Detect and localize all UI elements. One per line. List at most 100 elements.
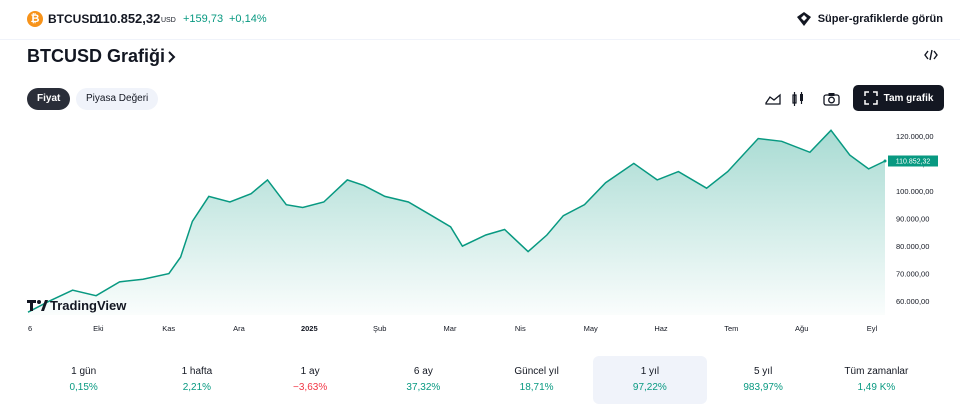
price-point: [71, 289, 74, 292]
x-tick-label: Eki: [93, 324, 104, 333]
chart-title-link[interactable]: BTCUSD Grafiği: [27, 46, 177, 67]
tab-price[interactable]: Fiyat: [27, 88, 71, 110]
price-point: [228, 201, 231, 204]
price-change: +159,73: [183, 13, 224, 25]
period-value: 0,15%: [69, 382, 98, 393]
tradingview-logo[interactable]: TradingView: [27, 298, 127, 313]
price-point: [632, 162, 635, 165]
price-change-percent: +0,14%: [229, 13, 267, 25]
embed-code-button[interactable]: [924, 49, 938, 64]
candles-button[interactable]: [786, 88, 810, 110]
x-tick-label: 2025: [301, 324, 318, 333]
x-tick-label: Mar: [444, 324, 457, 333]
period-value: −3,63%: [293, 382, 328, 393]
period-value: 18,71%: [519, 382, 554, 393]
code-icon: [924, 49, 938, 61]
price-point: [677, 170, 680, 173]
price-point: [808, 151, 811, 154]
price-point: [545, 234, 548, 237]
last-price-badge: [888, 155, 938, 167]
y-tick-label: 100.000,00: [896, 187, 934, 196]
price-point: [562, 214, 565, 217]
price-area: [28, 130, 885, 315]
price-point: [207, 195, 210, 198]
period-1m[interactable]: 1 ay −3,63%: [254, 356, 367, 404]
area-chart-icon: [765, 93, 781, 105]
full-chart-label: Tam grafik: [883, 92, 934, 104]
ticker-bar: ₿ BTCUSD 110.852,32 USD +159,73 +0,14% S…: [0, 0, 960, 40]
price-point: [95, 294, 98, 297]
current-price: 110.852,32: [96, 11, 161, 26]
period-label: Tüm zamanlar: [844, 366, 909, 377]
price-point: [383, 195, 386, 198]
price-point: [250, 192, 253, 195]
period-value: 1,49 K%: [857, 382, 896, 393]
price-point: [757, 137, 760, 140]
period-label: 1 gün: [71, 366, 97, 377]
chevron-right-icon: [168, 50, 176, 63]
price-point: [430, 214, 433, 217]
period-5y[interactable]: 5 yıl 983,97%: [707, 356, 820, 404]
price-point: [167, 272, 170, 275]
price-point: [726, 170, 729, 173]
price-point: [118, 280, 121, 283]
period-label: 5 yıl: [753, 366, 773, 377]
x-tick-label: Ara: [233, 324, 246, 333]
period-label: 1 hafta: [181, 366, 213, 377]
period-1d[interactable]: 1 gün 0,15%: [27, 356, 140, 404]
price-point: [656, 178, 659, 181]
watermark-text: TradingView: [50, 298, 127, 313]
x-tick-label: Şub: [373, 324, 386, 333]
super-charts-link[interactable]: Süper-grafiklerde görün: [796, 11, 943, 27]
tab-market-cap[interactable]: Piyasa Değeri: [76, 88, 159, 110]
x-tick-label: May: [584, 324, 598, 333]
price-point: [179, 256, 182, 259]
price-point: [362, 184, 365, 187]
y-tick-label: 70.000,00: [896, 270, 929, 279]
price-point: [503, 228, 506, 231]
price-point: [266, 178, 269, 181]
period-label: Güncel yıl: [514, 366, 559, 377]
period-ytd[interactable]: Güncel yıl 18,71%: [480, 356, 593, 404]
price-point: [449, 225, 452, 228]
candles-icon: [792, 92, 803, 106]
period-label: 1 yıl: [640, 366, 660, 377]
y-tick-label: 120.000,00: [896, 132, 934, 141]
period-all[interactable]: Tüm zamanlar 1,49 K%: [820, 356, 933, 404]
period-label: 6 ay: [413, 366, 433, 377]
period-value: 2,21%: [182, 382, 212, 393]
y-tick-label: 60.000,00: [896, 297, 929, 306]
symbol-name[interactable]: BTCUSD: [48, 12, 98, 26]
price-point: [527, 250, 530, 253]
tradingview-icon: [27, 300, 48, 311]
price-point: [705, 187, 708, 190]
x-tick-label: Eyl: [867, 324, 878, 333]
fullscreen-icon: [863, 91, 878, 105]
area-chart-button[interactable]: [761, 88, 785, 110]
page-title: BTCUSD Grafiği: [27, 46, 166, 66]
price-point: [322, 201, 325, 204]
price-point: [407, 201, 410, 204]
period-value: 983,97%: [743, 382, 783, 393]
price-line: [27, 129, 886, 313]
price-point: [285, 203, 288, 206]
price-point: [848, 154, 851, 157]
period-1y[interactable]: 1 yıl 97,22%: [593, 356, 707, 404]
currency-label: USD: [161, 17, 176, 24]
period-6m[interactable]: 6 ay 37,32%: [367, 356, 480, 404]
period-1w[interactable]: 1 hafta 2,21%: [140, 356, 253, 404]
price-point: [346, 178, 349, 181]
full-chart-button[interactable]: Tam grafik: [853, 85, 944, 111]
price-chart[interactable]: 120.000,00110.000,00100.000,0090.000,008…: [0, 122, 960, 334]
x-tick-label: Tem: [724, 324, 738, 333]
y-tick-label: 90.000,00: [896, 215, 929, 224]
price-point: [830, 129, 833, 132]
x-tick-label: Kas: [162, 324, 175, 333]
screenshot-button[interactable]: [819, 88, 843, 110]
price-point: [142, 278, 145, 281]
x-tick-label: Haz: [654, 324, 668, 333]
period-selector: 1 gün 0,15% 1 hafta 2,21% 1 ay −3,63% 6 ay 3…: [27, 356, 933, 404]
price-point: [27, 311, 30, 314]
supercharts-icon: [796, 12, 811, 26]
camera-icon: [822, 93, 840, 106]
